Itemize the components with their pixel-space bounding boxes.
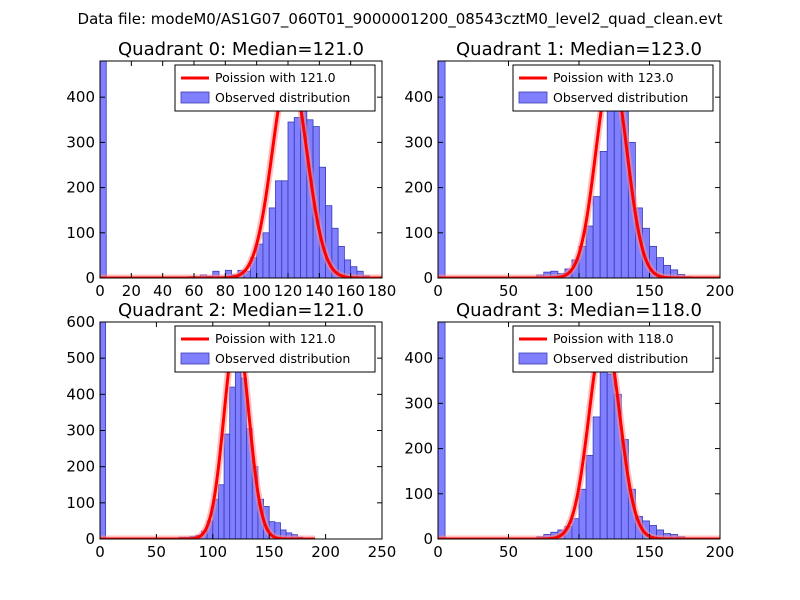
histogram-bar bbox=[287, 121, 295, 278]
axes-frame bbox=[99, 60, 383, 279]
histogram-bar bbox=[606, 373, 615, 539]
x-tick-label: 60 bbox=[184, 282, 203, 300]
histogram-bar bbox=[218, 484, 225, 539]
subplot-quadrant-2: 0 50 100 150 200 250 0 100 200 300 400 500 600 Quadra… bbox=[66, 300, 396, 561]
histogram-bar bbox=[293, 117, 301, 278]
legend-bars-label: Observed distribution bbox=[215, 90, 350, 105]
histogram-bar bbox=[606, 108, 615, 278]
y-tick-label: 0 bbox=[85, 269, 95, 287]
y-tick-label: 200 bbox=[404, 179, 433, 197]
x-tick-label: 100 bbox=[242, 282, 271, 300]
poisson-curve bbox=[100, 331, 316, 539]
histogram-bar-zero bbox=[438, 322, 446, 539]
x-tick-label: 200 bbox=[706, 543, 735, 561]
x-tick-label: 150 bbox=[635, 543, 664, 561]
y-tick-label: 100 bbox=[66, 494, 95, 512]
x-tick-label: 180 bbox=[368, 282, 397, 300]
x-tick-label: 20 bbox=[122, 282, 141, 300]
legend: Poission with 121.0 Observed distribution bbox=[174, 64, 376, 112]
x-tick-label: 0 bbox=[433, 282, 443, 300]
legend: Poission with 121.0 Observed distribution bbox=[174, 325, 376, 373]
legend-curve-label: Poission with 121.0 bbox=[215, 70, 336, 85]
x-tick-label: 50 bbox=[499, 543, 518, 561]
y-tick-label: 200 bbox=[66, 179, 95, 197]
y-tick-label: 200 bbox=[404, 440, 433, 458]
x-tick-label: 0 bbox=[95, 282, 105, 300]
x-tick-label: 40 bbox=[153, 282, 172, 300]
histogram-bar bbox=[229, 386, 236, 539]
y-tick-label: 100 bbox=[404, 224, 433, 242]
y-tick-label: 0 bbox=[423, 530, 433, 548]
x-tick-label: 80 bbox=[216, 282, 235, 300]
legend-curve-label: Poission with 121.0 bbox=[215, 331, 336, 346]
x-tick-label: 100 bbox=[565, 282, 594, 300]
legend: Poission with 123.0 Observed distribution bbox=[512, 64, 714, 112]
legend-curve-label: Poission with 123.0 bbox=[553, 70, 674, 85]
legend-bars-label: Observed distribution bbox=[553, 90, 688, 105]
histogram-bar bbox=[592, 416, 601, 539]
y-tick-label: 400 bbox=[404, 349, 433, 367]
x-tick-label: 250 bbox=[368, 543, 397, 561]
subplot-title: Quadrant 1: Median=123.0 bbox=[456, 39, 702, 60]
x-tick-label: 0 bbox=[433, 543, 443, 561]
y-tick-label: 200 bbox=[66, 458, 95, 476]
y-tick-label: 400 bbox=[404, 88, 433, 106]
x-tick-label: 120 bbox=[274, 282, 303, 300]
x-tick-label: 200 bbox=[311, 543, 340, 561]
x-tick-label: 160 bbox=[336, 282, 365, 300]
histogram-bar bbox=[268, 207, 276, 278]
legend-bars-label: Observed distribution bbox=[553, 351, 688, 366]
legend-bars-swatch bbox=[518, 91, 548, 104]
x-tick-label: 100 bbox=[198, 543, 227, 561]
histogram-bar-zero bbox=[438, 61, 446, 278]
y-tick-label: 100 bbox=[66, 224, 95, 242]
figure-suptitle: Data file: modeM0/AS1G07_060T01_90000012… bbox=[78, 10, 723, 29]
subplot-quadrant-1: 0 50 100 150 200 0 100 200 300 400 Quadrant 1: Med… bbox=[404, 39, 734, 300]
subplot-quadrant-0: 0 20 40 60 80 100 120 140 160 1800100200300400Qua… bbox=[66, 39, 396, 300]
histogram-bar-zero bbox=[100, 61, 107, 278]
y-tick-label: 300 bbox=[66, 133, 95, 151]
x-tick-label: 150 bbox=[635, 282, 664, 300]
y-tick-label: 400 bbox=[66, 385, 95, 403]
subplot-title: Quadrant 2: Median=121.0 bbox=[118, 300, 364, 321]
histogram-bar bbox=[281, 180, 289, 278]
poisson-curve bbox=[100, 67, 382, 278]
histogram-bar bbox=[585, 454, 594, 539]
legend: Poission with 118.0 Observed distribution bbox=[512, 325, 714, 373]
histogram-bar bbox=[599, 348, 608, 539]
y-tick-label: 500 bbox=[66, 349, 95, 367]
legend-bars-swatch bbox=[518, 352, 548, 365]
x-tick-label: 50 bbox=[499, 282, 518, 300]
subplot-title: Quadrant 0: Median=121.0 bbox=[118, 39, 364, 60]
x-tick-label: 140 bbox=[305, 282, 334, 300]
histogram-bar bbox=[592, 196, 601, 278]
x-tick-label: 0 bbox=[95, 543, 105, 561]
legend-bars-swatch bbox=[180, 91, 210, 104]
y-tick-label: 300 bbox=[404, 394, 433, 412]
histogram-bar bbox=[223, 433, 231, 539]
y-tick-label: 300 bbox=[66, 422, 95, 440]
histogram-bar bbox=[262, 232, 270, 278]
x-tick-label: 50 bbox=[147, 543, 166, 561]
subplot-quadrant-3: 0 50 100 150 200 0 100 200 300 400 Quadrant 3: Med… bbox=[404, 300, 734, 561]
subplot-title: Quadrant 3: Median=118.0 bbox=[456, 300, 702, 321]
histogram-bar bbox=[275, 180, 283, 278]
y-tick-label: 100 bbox=[404, 485, 433, 503]
histogram-bar bbox=[234, 343, 242, 539]
legend-bars-swatch bbox=[180, 352, 210, 365]
x-tick-label: 100 bbox=[565, 543, 594, 561]
plot-area bbox=[438, 61, 720, 278]
y-tick-label: 0 bbox=[85, 530, 95, 548]
x-tick-label: 150 bbox=[255, 543, 284, 561]
histogram-bar bbox=[599, 151, 608, 278]
x-tick-label: 200 bbox=[706, 282, 735, 300]
y-tick-label: 400 bbox=[66, 88, 95, 106]
legend-bars-label: Observed distribution bbox=[215, 351, 350, 366]
y-tick-label: 0 bbox=[423, 269, 433, 287]
y-tick-label: 600 bbox=[66, 313, 95, 331]
legend-curve-label: Poission with 118.0 bbox=[553, 331, 674, 346]
y-tick-label: 300 bbox=[404, 133, 433, 151]
